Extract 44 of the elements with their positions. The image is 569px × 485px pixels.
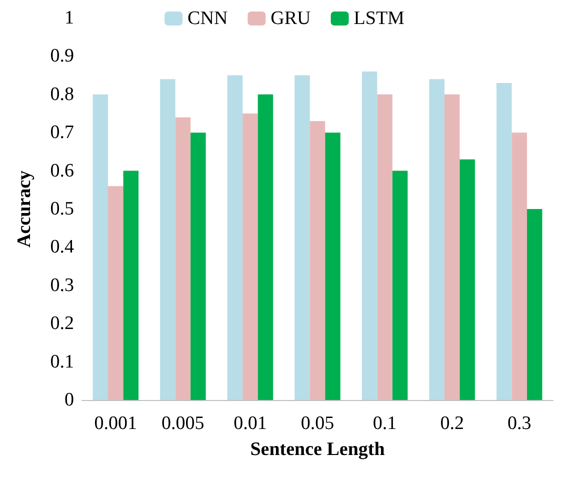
bar xyxy=(310,121,326,400)
x-tick-label: 0.05 xyxy=(300,413,334,434)
legend-label: CNN xyxy=(188,8,228,29)
x-tick-label: 0.2 xyxy=(440,413,464,434)
x-tick-label: 0.3 xyxy=(507,413,532,434)
x-tick-label: 0.1 xyxy=(372,413,397,434)
y-tick-label: 0.8 xyxy=(50,84,74,105)
bar xyxy=(512,132,527,400)
bar xyxy=(108,186,124,400)
y-tick-label: 0.5 xyxy=(50,198,74,220)
bar xyxy=(496,82,512,400)
bar xyxy=(444,94,460,400)
bar xyxy=(325,132,340,400)
bar xyxy=(460,159,475,400)
bar xyxy=(294,75,310,400)
y-tick-label: 0.6 xyxy=(50,160,74,182)
bar xyxy=(258,94,274,400)
legend-label: GRU xyxy=(270,8,312,29)
y-tick-label: 0.7 xyxy=(50,122,74,144)
bar xyxy=(429,79,444,400)
x-tick-label: 0.001 xyxy=(94,413,138,434)
bar xyxy=(242,114,258,400)
x-tick-label: 0.01 xyxy=(234,413,267,434)
bar xyxy=(227,75,243,400)
bar xyxy=(392,170,408,400)
bar xyxy=(175,117,191,400)
bar xyxy=(362,71,378,400)
legend-label: LSTM xyxy=(354,8,405,29)
bar xyxy=(377,94,392,400)
y-tick-label: 0.4 xyxy=(50,236,74,258)
y-tick-label: 0.1 xyxy=(50,351,74,372)
bar xyxy=(160,79,176,400)
bar xyxy=(190,132,206,400)
y-tick-label: 0.9 xyxy=(50,46,74,67)
y-tick-label: 0 xyxy=(64,390,74,410)
bar xyxy=(92,94,108,400)
x-axis-title: Sentence Length xyxy=(250,439,386,460)
y-tick-label: 0.2 xyxy=(50,313,74,334)
y-tick-label: 0.3 xyxy=(50,274,74,296)
bar xyxy=(526,209,542,400)
y-tick-label: 1 xyxy=(64,8,74,28)
y-axis-title: Accuracy xyxy=(14,170,35,248)
bar xyxy=(123,170,139,400)
x-tick-label: 0.005 xyxy=(162,413,204,434)
